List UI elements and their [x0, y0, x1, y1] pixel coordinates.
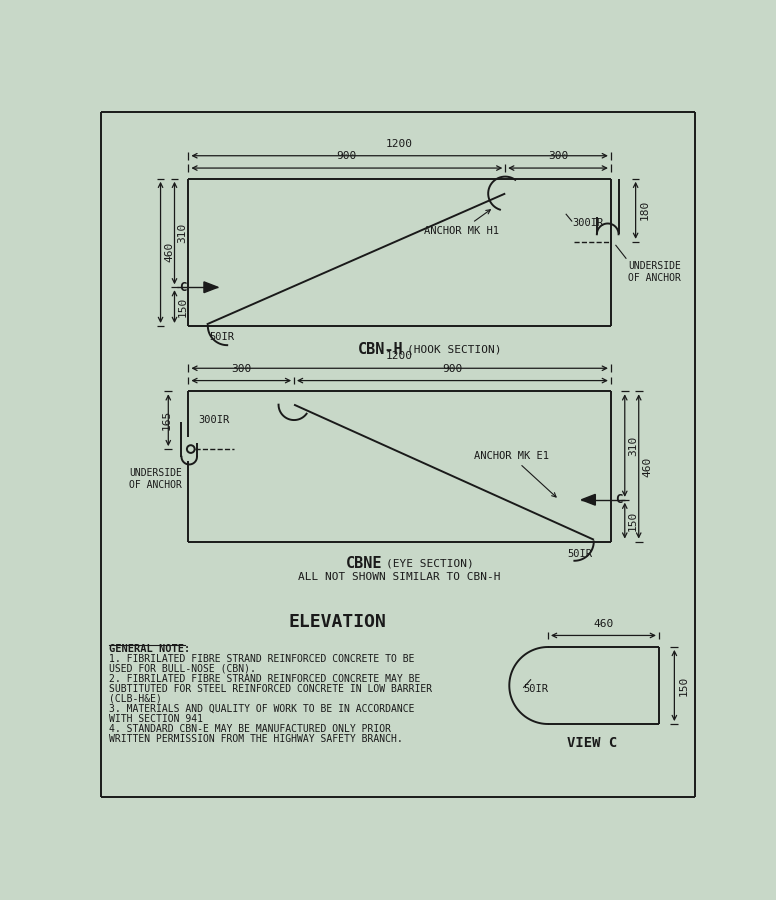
Text: SUBTITUTED FOR STEEL REINFORCED CONCRETE IN LOW BARRIER: SUBTITUTED FOR STEEL REINFORCED CONCRETE… [109, 684, 431, 694]
Text: 310: 310 [628, 436, 638, 455]
Text: 300IR: 300IR [573, 218, 604, 228]
Text: 900: 900 [442, 364, 462, 374]
Text: 2. FIBRILATED FIBRE STRAND REINFORCED CONCRETE MAY BE: 2. FIBRILATED FIBRE STRAND REINFORCED CO… [109, 674, 420, 684]
Text: 310: 310 [178, 223, 188, 243]
Text: ANCHOR MK H1: ANCHOR MK H1 [424, 210, 499, 236]
Text: 300IR: 300IR [198, 415, 230, 425]
Text: 900: 900 [337, 151, 357, 161]
Text: 1200: 1200 [386, 351, 413, 361]
Text: USED FOR BULL-NOSE (CBN).: USED FOR BULL-NOSE (CBN). [109, 664, 255, 674]
Text: 300: 300 [231, 364, 251, 374]
Text: CBN-H: CBN-H [358, 341, 403, 356]
Text: 150: 150 [178, 296, 188, 317]
Text: 460: 460 [594, 618, 614, 628]
Text: 150: 150 [678, 675, 688, 696]
Text: 1200: 1200 [386, 139, 413, 148]
Text: 300: 300 [548, 151, 568, 161]
Text: (HOOK SECTION): (HOOK SECTION) [407, 344, 501, 354]
Text: UNDERSIDE
OF ANCHOR: UNDERSIDE OF ANCHOR [628, 261, 681, 283]
Text: 165: 165 [162, 410, 172, 430]
Text: 150: 150 [628, 510, 638, 531]
Text: (CLB-H&E): (CLB-H&E) [109, 694, 161, 704]
Text: GENERAL NOTE:: GENERAL NOTE: [109, 644, 190, 654]
Text: CBNE: CBNE [345, 555, 383, 571]
Text: (EYE SECTION): (EYE SECTION) [386, 558, 474, 568]
Text: 50IR: 50IR [523, 684, 549, 695]
Text: 3. MATERIALS AND QUALITY OF WORK TO BE IN ACCORDANCE: 3. MATERIALS AND QUALITY OF WORK TO BE I… [109, 704, 414, 714]
Text: WRITTEN PERMISSION FROM THE HIGHWAY SAFETY BRANCH.: WRITTEN PERMISSION FROM THE HIGHWAY SAFE… [109, 734, 403, 744]
Text: C: C [615, 493, 623, 507]
Text: 1. FIBRILATED FIBRE STRAND REINFORCED CONCRETE TO BE: 1. FIBRILATED FIBRE STRAND REINFORCED CO… [109, 654, 414, 664]
Text: 50IR: 50IR [210, 332, 234, 342]
Text: ALL NOT SHOWN SIMILAR TO CBN-H: ALL NOT SHOWN SIMILAR TO CBN-H [298, 572, 501, 582]
Text: ELEVATION: ELEVATION [289, 614, 386, 632]
Polygon shape [581, 494, 595, 505]
Text: VIEW C: VIEW C [566, 736, 617, 751]
Polygon shape [204, 282, 218, 292]
Text: 460: 460 [643, 456, 653, 477]
Text: 4. STANDARD CBN-E MAY BE MANUFACTURED ONLY PRIOR: 4. STANDARD CBN-E MAY BE MANUFACTURED ON… [109, 724, 390, 734]
Text: 460: 460 [165, 242, 175, 263]
Text: 50IR: 50IR [567, 549, 592, 559]
Text: UNDERSIDE
OF ANCHOR: UNDERSIDE OF ANCHOR [130, 468, 182, 490]
Text: C: C [179, 281, 187, 293]
Text: 180: 180 [639, 200, 650, 220]
Text: WITH SECTION 941: WITH SECTION 941 [109, 714, 203, 724]
Text: ANCHOR MK E1: ANCHOR MK E1 [474, 451, 556, 497]
